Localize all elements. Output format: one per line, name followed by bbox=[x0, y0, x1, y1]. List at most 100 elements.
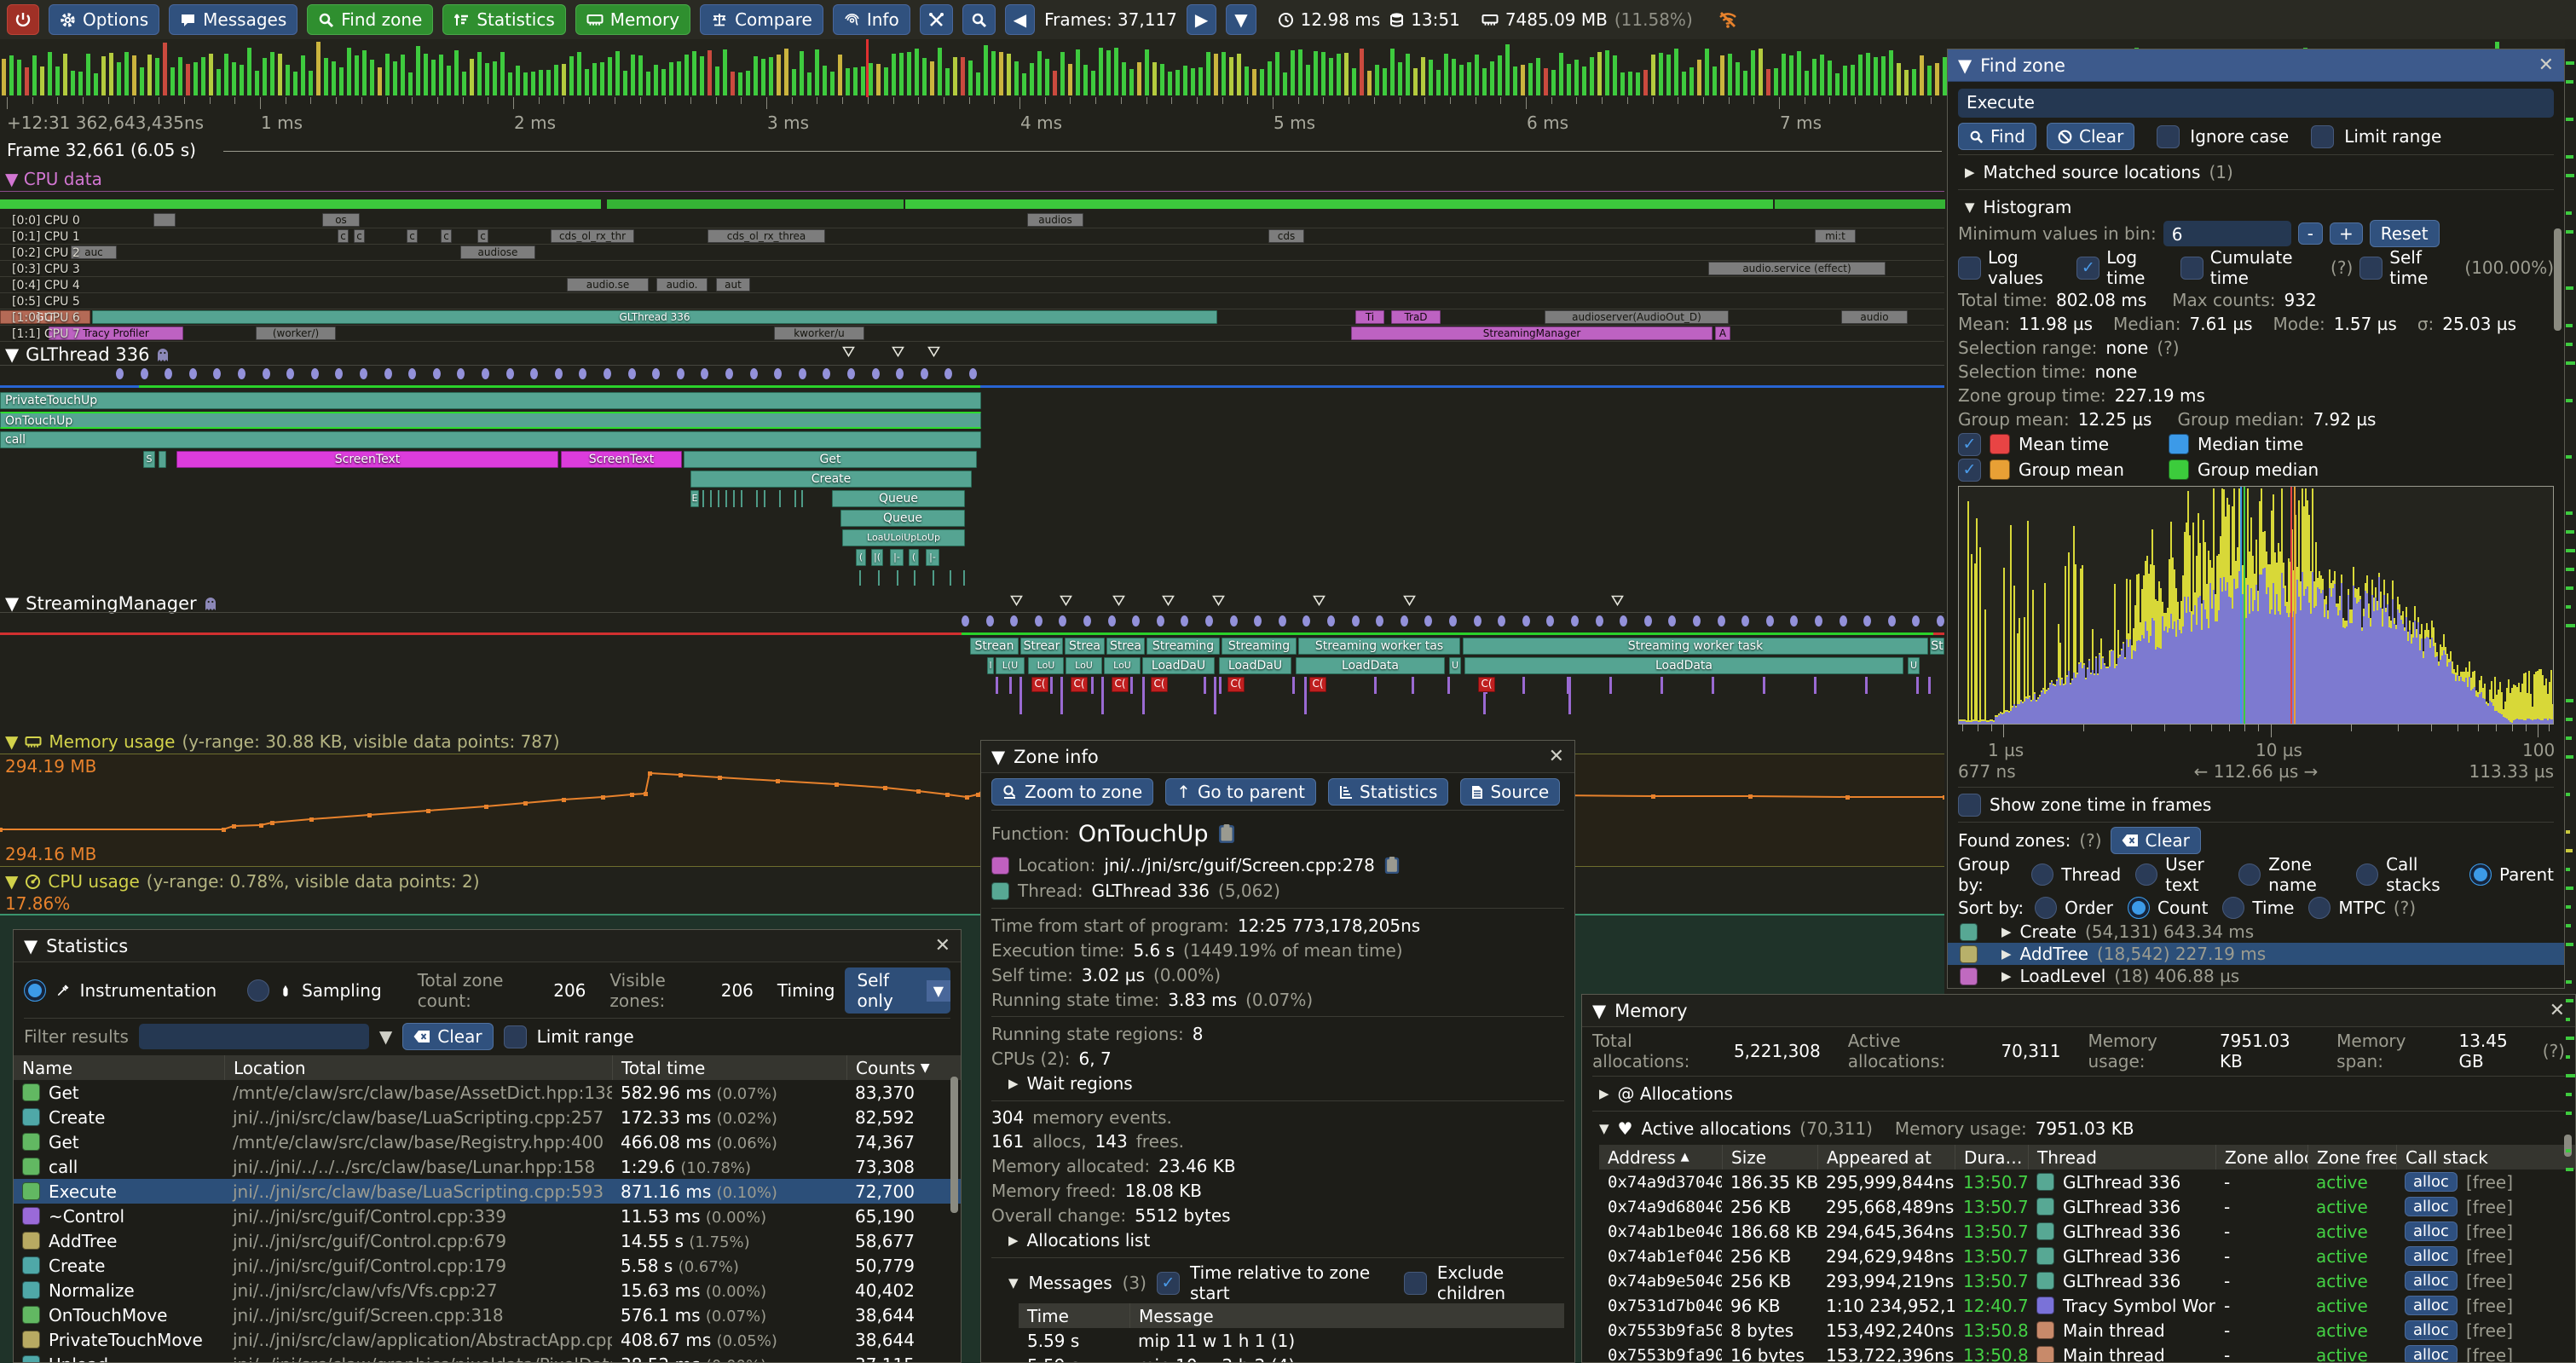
close-icon[interactable]: ✕ bbox=[934, 935, 950, 956]
frame-bar[interactable] bbox=[953, 57, 957, 95]
frame-bar[interactable] bbox=[163, 43, 167, 95]
cpu-data-header[interactable]: ▼ CPU data bbox=[5, 169, 102, 189]
frame-bar[interactable] bbox=[1413, 67, 1418, 95]
frame-bar[interactable] bbox=[1268, 61, 1272, 95]
frame-bar[interactable] bbox=[1674, 48, 1678, 95]
lock-zone[interactable]: C( bbox=[1309, 677, 1326, 692]
frame-bar[interactable] bbox=[78, 72, 83, 95]
message-dot[interactable] bbox=[652, 368, 661, 379]
message-dot[interactable] bbox=[310, 368, 319, 379]
frame-bar[interactable] bbox=[1260, 68, 1264, 95]
frame-bar[interactable] bbox=[1559, 52, 1563, 95]
table-row[interactable]: Unloadjni/../jni/src/claw/graphics/pixel… bbox=[14, 1352, 961, 1362]
message-dot[interactable] bbox=[1059, 615, 1067, 627]
scrollbar-thumb[interactable] bbox=[2554, 228, 2562, 331]
frame-bar[interactable] bbox=[71, 70, 75, 95]
zone[interactable]: ScreenText bbox=[561, 451, 682, 468]
lock-zone[interactable]: C( bbox=[1071, 677, 1088, 692]
message-dot[interactable] bbox=[1278, 615, 1286, 627]
frame-bar[interactable] bbox=[1513, 66, 1517, 95]
frame-bar[interactable] bbox=[324, 57, 328, 95]
message-dot[interactable] bbox=[1863, 615, 1872, 627]
frame-bar[interactable] bbox=[339, 67, 344, 95]
radio-count[interactable] bbox=[2128, 897, 2151, 919]
message-dot[interactable] bbox=[1010, 615, 1019, 627]
statistics-titlebar[interactable]: ▼ Statistics ✕ bbox=[14, 930, 961, 962]
frame-bar[interactable] bbox=[1590, 56, 1594, 95]
power-button[interactable] bbox=[7, 4, 39, 35]
frame-bar[interactable] bbox=[715, 66, 719, 95]
zone[interactable]: cds_ol_rx_thr bbox=[551, 229, 634, 243]
frame-bar[interactable] bbox=[976, 72, 980, 95]
instrumentation-radio[interactable] bbox=[24, 979, 46, 1002]
prev-frame-button[interactable]: ◀ bbox=[1004, 4, 1036, 35]
zone[interactable]: Strea bbox=[1065, 638, 1105, 655]
frame-bar[interactable] bbox=[1759, 49, 1763, 95]
alloc-callstack-button[interactable]: alloc bbox=[2405, 1271, 2458, 1291]
histogram-plot[interactable] bbox=[1958, 486, 2554, 725]
scrollbar-thumb[interactable] bbox=[2564, 1135, 2572, 1157]
message-dot[interactable] bbox=[1376, 615, 1384, 627]
zone[interactable]: GLT bbox=[0, 310, 90, 324]
frame-bar[interactable] bbox=[439, 55, 443, 95]
frame-bar[interactable] bbox=[1628, 72, 1632, 95]
frame-bar[interactable] bbox=[1651, 54, 1655, 95]
frame-bar[interactable] bbox=[769, 57, 773, 95]
frame-bar[interactable] bbox=[1927, 66, 1932, 95]
found-zone-row[interactable]: ▶<no parent>(9) 225.73 µs bbox=[1948, 987, 2564, 988]
frame-bar[interactable] bbox=[1329, 58, 1333, 95]
frame-bar[interactable] bbox=[25, 67, 29, 95]
frame-bar[interactable] bbox=[232, 62, 236, 95]
zone[interactable]: kworker/u bbox=[774, 326, 864, 340]
zone[interactable]: c bbox=[354, 229, 365, 243]
zone[interactable]: GLThread 336 bbox=[92, 310, 1217, 324]
frame-bar[interactable] bbox=[1214, 54, 1218, 95]
table-row[interactable]: Execute jni/../jni/src/claw/base/LuaScrip… bbox=[14, 1179, 961, 1204]
frame-bar[interactable] bbox=[124, 51, 129, 95]
message-dot[interactable] bbox=[1741, 615, 1750, 627]
zone[interactable]: cds_ol_rx_threa bbox=[708, 229, 825, 243]
zone[interactable]: Tracy Profiler bbox=[49, 326, 183, 340]
message-dot[interactable] bbox=[676, 368, 684, 379]
frame-bar[interactable] bbox=[48, 51, 52, 95]
found-zone-row[interactable]: ▶ AddTree (18,542) 227.19 ms bbox=[1948, 943, 2564, 965]
frame-bar[interactable] bbox=[240, 65, 244, 95]
message-dot[interactable] bbox=[1424, 615, 1433, 627]
lock-zone[interactable]: C( bbox=[1151, 677, 1168, 692]
timing-dropdown[interactable]: Self only ▼ bbox=[845, 967, 950, 1014]
found-zone-row[interactable]: ▶ Create (54,131) 643.34 ms bbox=[1948, 921, 2564, 943]
message-dot[interactable] bbox=[1643, 615, 1652, 627]
frame-bar[interactable] bbox=[1229, 56, 1233, 95]
frame-bar[interactable] bbox=[815, 49, 819, 95]
frame-bar[interactable] bbox=[623, 70, 627, 95]
frame-bar[interactable] bbox=[823, 65, 827, 95]
frame-bar[interactable] bbox=[846, 68, 850, 95]
scrollbar-thumb[interactable] bbox=[950, 1077, 958, 1213]
zone[interactable]: c bbox=[477, 229, 488, 243]
zone[interactable]: Get bbox=[684, 451, 977, 468]
time-relative-checkbox[interactable] bbox=[1156, 1271, 1180, 1295]
frame-bar[interactable] bbox=[247, 48, 251, 95]
frame-bar[interactable] bbox=[638, 55, 643, 95]
frame-bar[interactable] bbox=[1114, 48, 1118, 95]
log-values-checkbox[interactable] bbox=[1958, 256, 1981, 280]
frame-bar[interactable] bbox=[147, 55, 152, 95]
frame-bar[interactable] bbox=[1183, 66, 1187, 95]
frame-bar[interactable] bbox=[1459, 64, 1464, 95]
frame-bar[interactable] bbox=[1705, 48, 1709, 95]
message-dot[interactable] bbox=[505, 368, 514, 379]
frame-bar[interactable] bbox=[692, 51, 696, 95]
tools-button[interactable] bbox=[919, 4, 953, 35]
radio-order[interactable] bbox=[2035, 897, 2058, 919]
zone[interactable]: audio.service (effect) bbox=[1708, 262, 1886, 275]
frame-bar[interactable] bbox=[938, 48, 942, 95]
frame-bar[interactable] bbox=[1851, 65, 1855, 95]
frame-bar[interactable] bbox=[255, 71, 259, 95]
message-dot[interactable] bbox=[1765, 615, 1774, 627]
clipboard-icon[interactable] bbox=[1383, 855, 1401, 875]
matched-locations-toggle[interactable]: ▶ Matched source locations (1) bbox=[1965, 162, 2233, 182]
zone[interactable]: LoaULoiUpLoUp bbox=[842, 529, 965, 546]
frame-bar[interactable] bbox=[1129, 69, 1134, 95]
frame-bar[interactable] bbox=[1352, 68, 1356, 95]
